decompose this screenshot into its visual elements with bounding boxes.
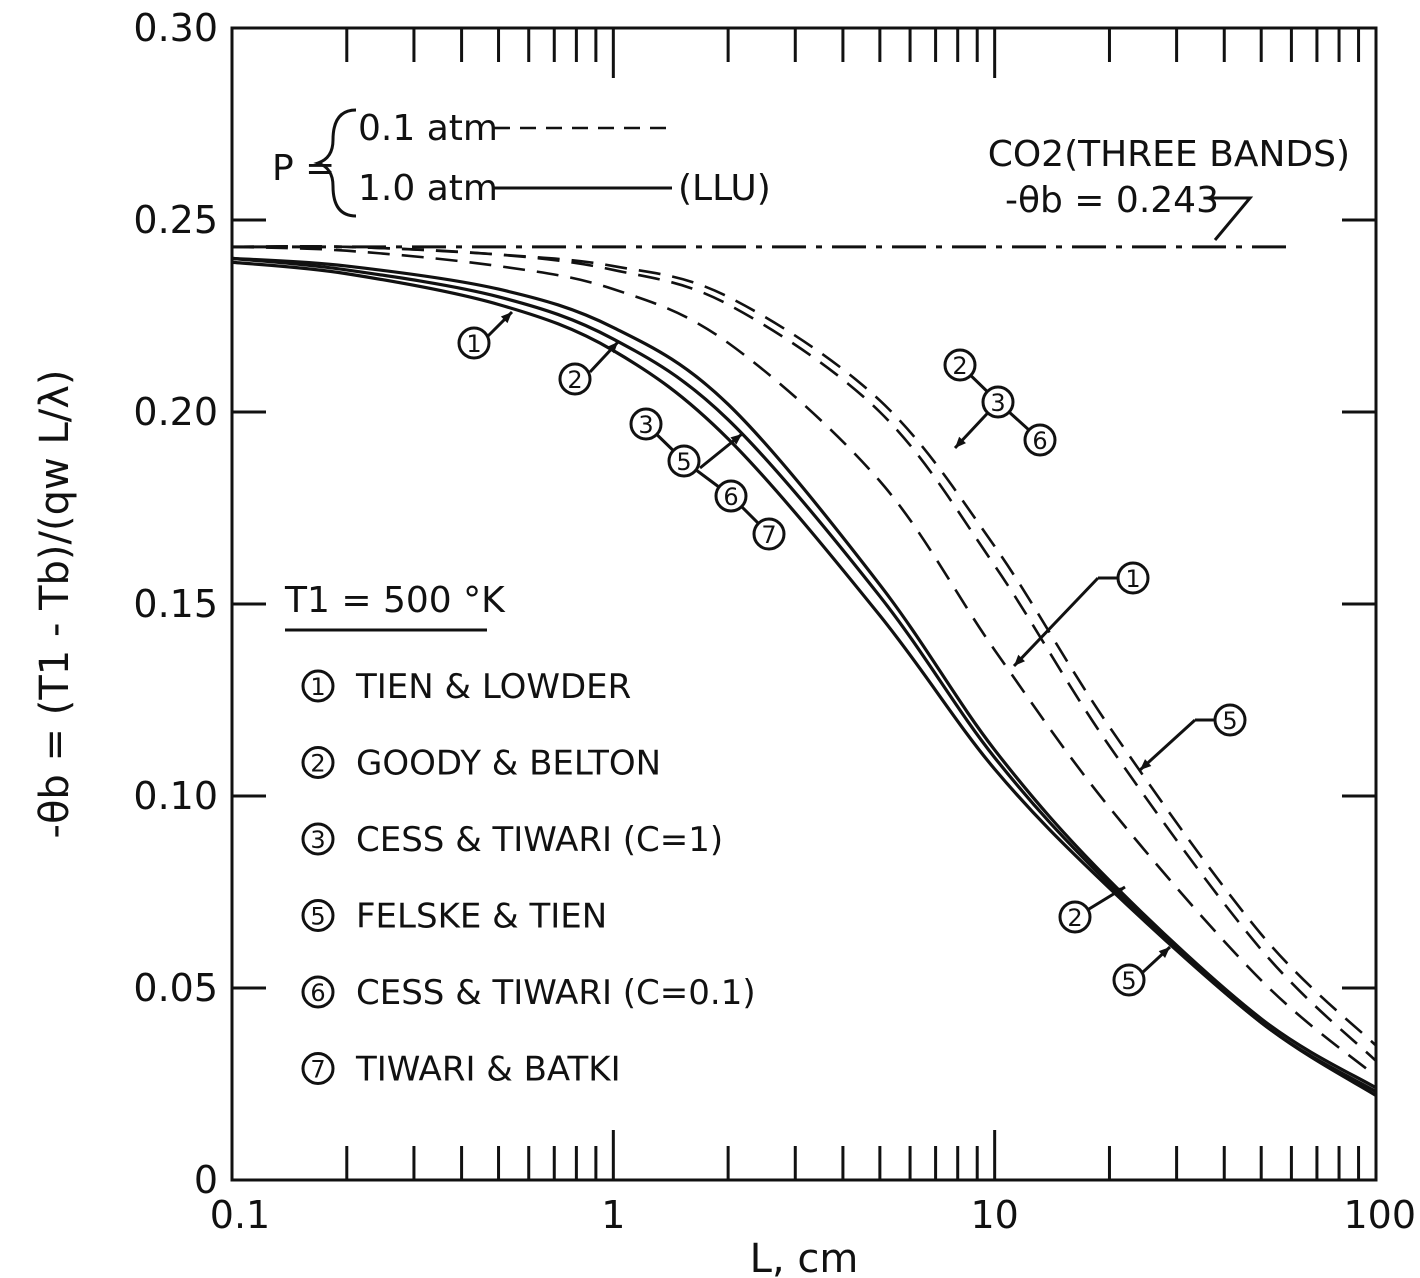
callout-line xyxy=(1138,718,1197,772)
circle-marker xyxy=(1112,963,1146,997)
series-line-2 xyxy=(231,260,1377,1097)
model-number-circle xyxy=(301,669,335,703)
model-number: 1 xyxy=(310,673,325,701)
series-line-0 xyxy=(231,256,1377,1090)
pressure-prefix: P = xyxy=(272,148,335,189)
model-number-circle xyxy=(301,1052,335,1085)
y-tick-label: 0 xyxy=(194,1158,218,1202)
model-name: CESS & TIWARI (C=0.1) xyxy=(356,973,756,1013)
legend-layer: P = 0.1 atm 1.0 atm (LLU) CO2(THREE BANDS) -θ… xyxy=(272,108,1350,1090)
arrow-head xyxy=(1113,887,1125,897)
pressure-entry-high: 1.0 atm xyxy=(358,168,498,209)
circle-number: 7 xyxy=(761,521,776,549)
asymptote-label: -θb = 0.243 xyxy=(1005,180,1219,221)
circle-number: 3 xyxy=(990,389,1005,417)
axes-layer: 0 0.05 0.10 0.15 0.20 0.25 0.30 0.1 1 10 100 L, cm -… xyxy=(32,6,1416,1278)
model-number: 7 xyxy=(310,1056,325,1084)
arrow-head xyxy=(1158,947,1170,958)
circle-number: 2 xyxy=(1067,904,1082,932)
pressure-entry-low: 0.1 atm xyxy=(358,108,498,149)
circle-number: 5 xyxy=(1121,967,1136,995)
circle-marker xyxy=(1058,900,1092,934)
series-line-5 xyxy=(231,245,1377,1047)
temperature-label: T1 = 500 °K xyxy=(284,580,506,621)
circle-marker xyxy=(752,517,786,551)
x-tick-label: 10 xyxy=(970,1193,1018,1237)
callout-line xyxy=(1012,576,1100,668)
x-tick-label: 0.1 xyxy=(210,1193,270,1237)
circle-marker xyxy=(943,348,977,382)
arrow-head xyxy=(1140,759,1152,770)
circle-marker xyxy=(1023,423,1057,457)
circle-number: 5 xyxy=(1222,707,1237,735)
y-tick-label: 0.05 xyxy=(133,966,218,1010)
circle-number: 2 xyxy=(567,366,582,394)
arrow-head xyxy=(1014,654,1026,666)
y-tick-label: 0.20 xyxy=(133,390,218,434)
y-tick-label: 0.10 xyxy=(133,774,218,818)
pressure-suffix: (LLU) xyxy=(678,168,771,209)
circle-number: 6 xyxy=(1032,427,1047,455)
model-number-circle xyxy=(301,746,335,779)
model-name: FELSKE & TIEN xyxy=(356,897,607,937)
x-tick-label: 100 xyxy=(1343,1193,1416,1237)
model-number: 3 xyxy=(310,826,325,854)
curves-layer xyxy=(231,245,1377,1097)
gas-label: CO2(THREE BANDS) xyxy=(988,134,1350,175)
y-axis-label: -θb = (T1 - Tb)/(qw L/λ) xyxy=(32,370,78,839)
circle-marker xyxy=(629,407,663,441)
model-name: TIEN & LOWDER xyxy=(355,667,631,707)
model-name: GOODY & BELTON xyxy=(356,744,661,784)
model-number: 5 xyxy=(310,903,325,931)
circle-marker xyxy=(667,444,701,478)
model-number-circle xyxy=(301,822,335,856)
circle-number: 3 xyxy=(638,411,653,439)
model-number: 2 xyxy=(310,750,325,778)
model-number-circle xyxy=(301,975,335,1009)
y-tick-label: 0.15 xyxy=(133,582,218,626)
circle-marker xyxy=(558,362,592,396)
x-tick-label: 1 xyxy=(601,1193,625,1237)
circle-number: 1 xyxy=(466,330,481,358)
circle-number: 5 xyxy=(676,448,691,476)
circle-marker xyxy=(1116,561,1150,595)
arrow-head xyxy=(500,312,512,324)
arrow-head xyxy=(955,436,966,448)
model-name: TIWARI & BATKI xyxy=(355,1050,621,1090)
circle-marker xyxy=(981,385,1015,419)
circle-number: 1 xyxy=(1125,565,1140,593)
arrow-head xyxy=(730,434,742,445)
arrow-head xyxy=(607,342,618,354)
circle-number: 2 xyxy=(952,352,967,380)
circle-marker xyxy=(1213,703,1247,737)
model-number: 6 xyxy=(310,979,325,1007)
pressure-brace xyxy=(313,108,357,218)
model-name: CESS & TIWARI (C=1) xyxy=(356,820,723,860)
asymptote-pointer xyxy=(1210,196,1254,241)
series-line-4 xyxy=(231,245,1377,1062)
series-line-3 xyxy=(231,245,1377,1078)
circle-marker xyxy=(714,479,748,513)
y-tick-label: 0.25 xyxy=(133,198,218,242)
x-axis-label: L, cm xyxy=(750,1236,859,1278)
circle-marker xyxy=(457,326,491,360)
model-number-circle xyxy=(301,899,335,932)
circle-number: 6 xyxy=(723,483,738,511)
y-tick-label: 0.30 xyxy=(133,6,218,50)
